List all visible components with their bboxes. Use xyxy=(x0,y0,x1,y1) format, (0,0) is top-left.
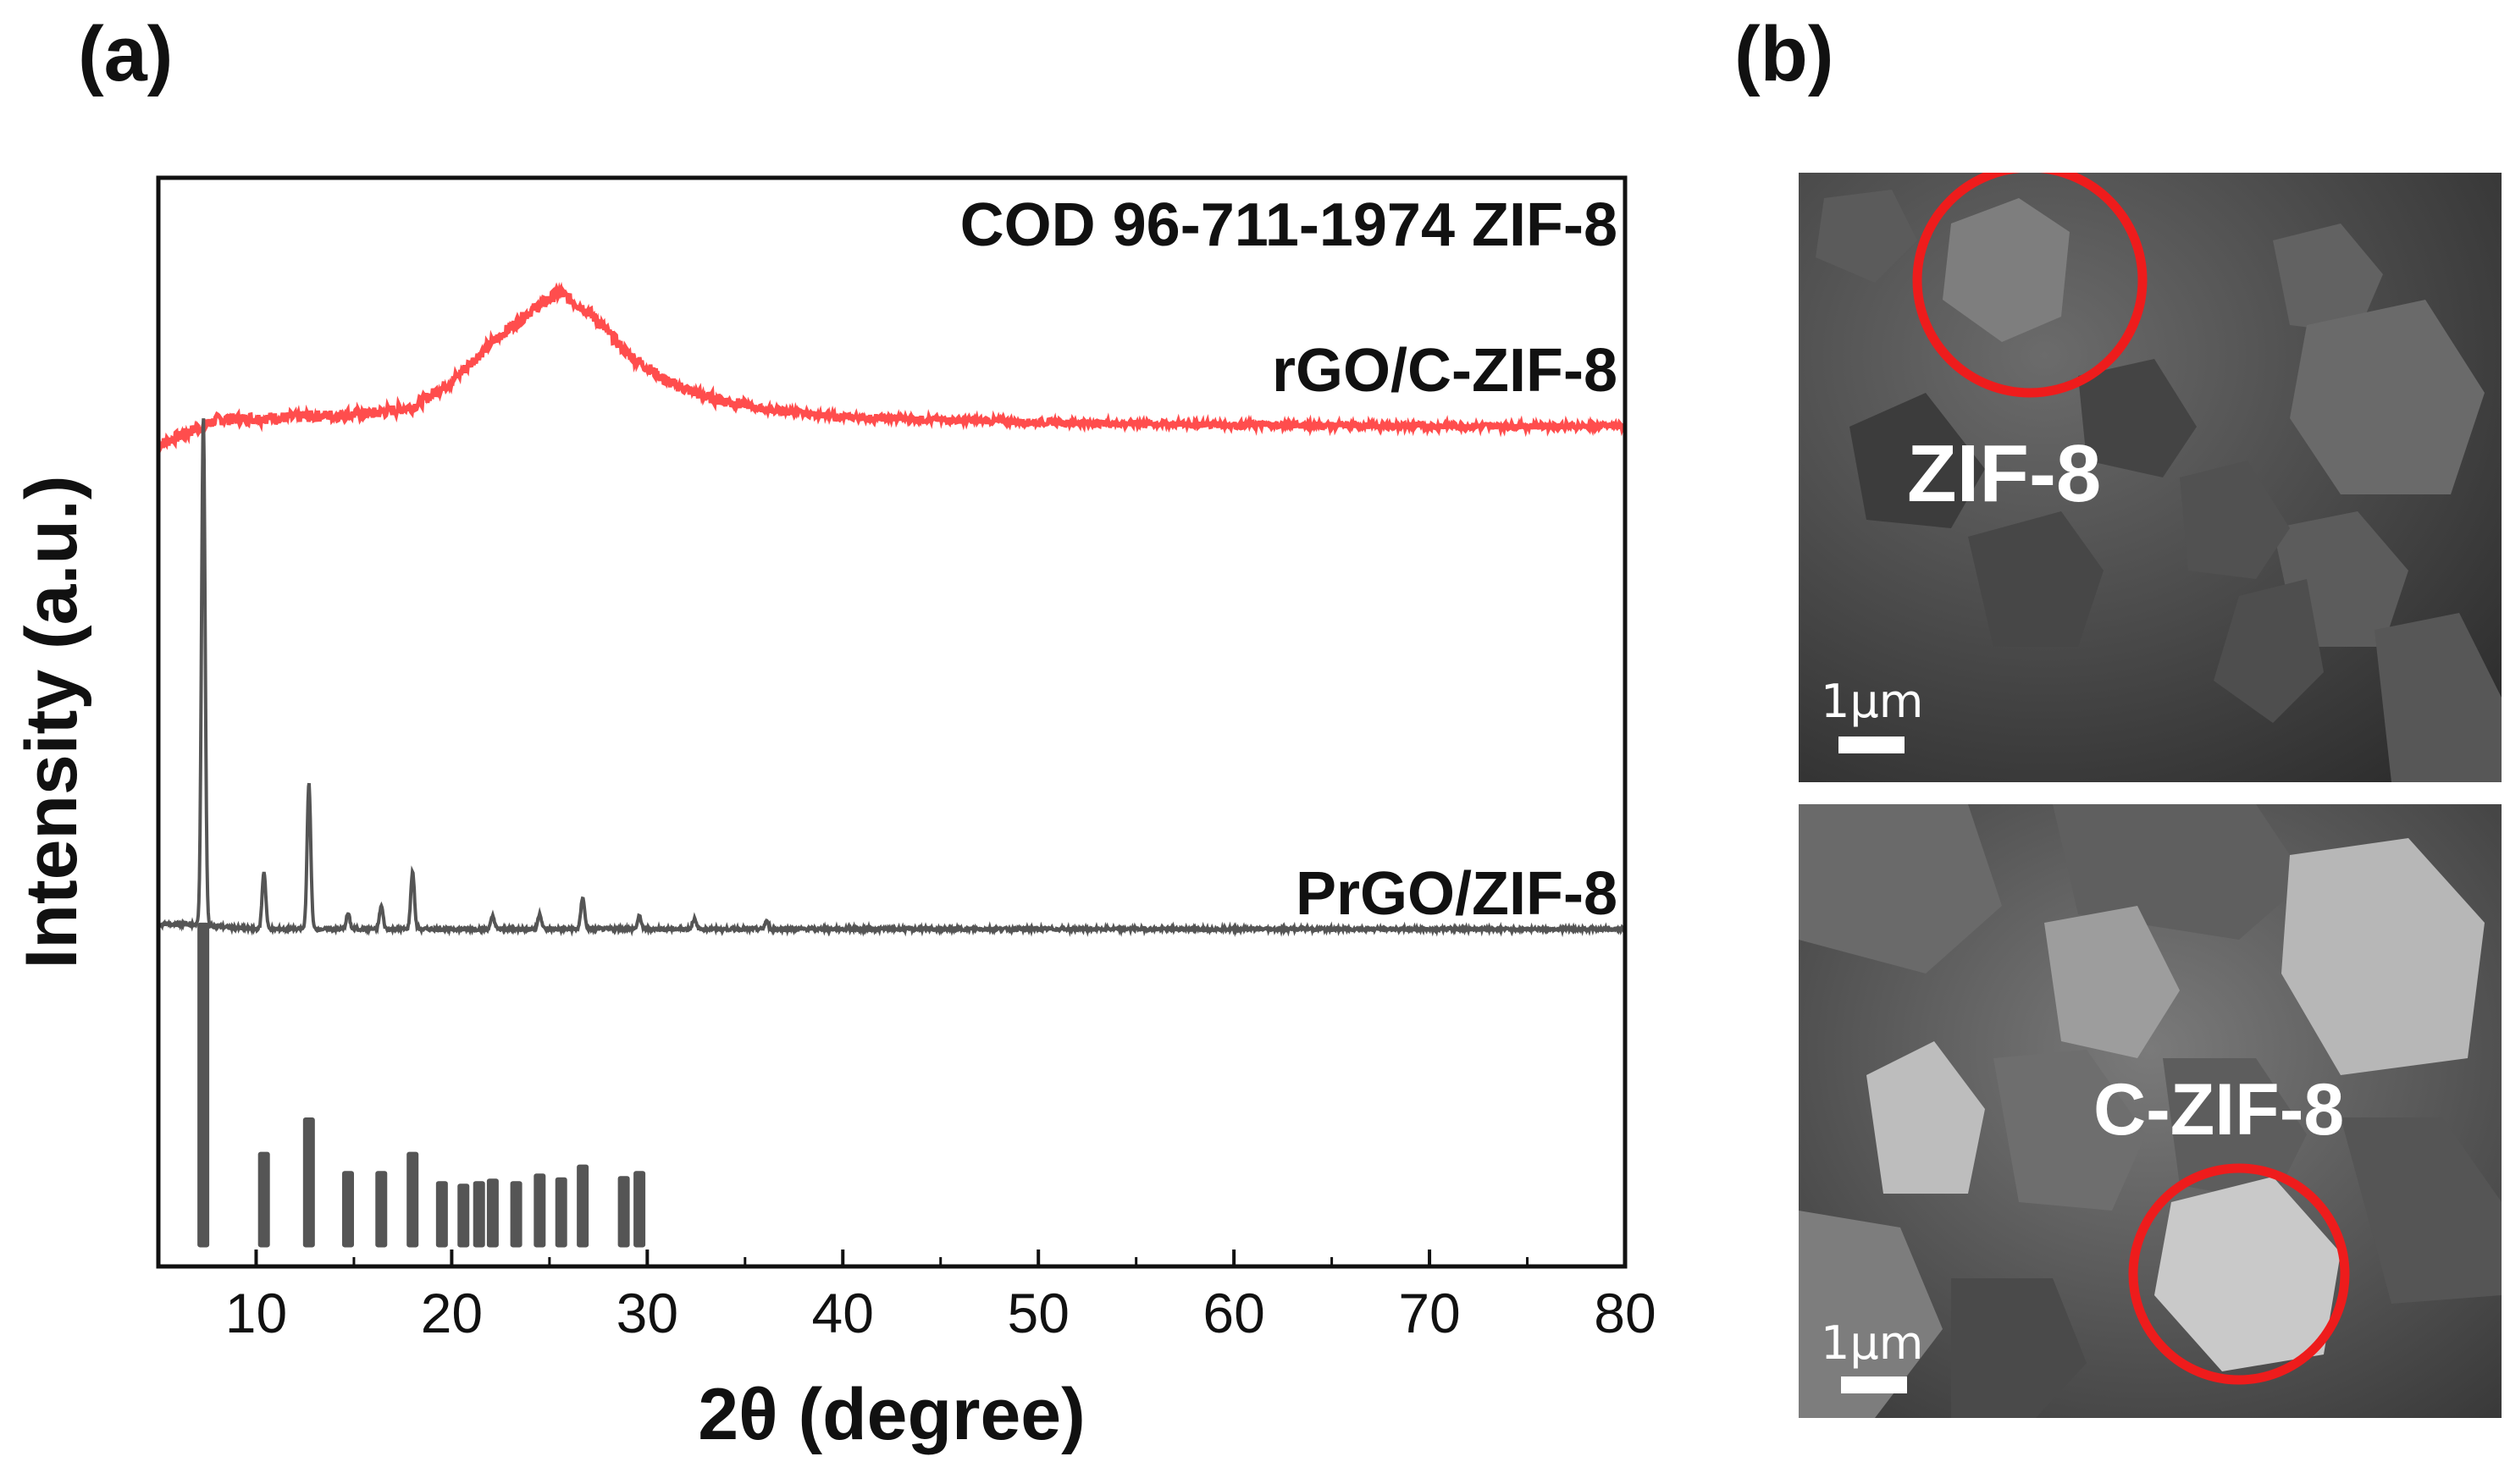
reference-stick-10 xyxy=(510,1181,522,1248)
x-tick-label-80: 80 xyxy=(1594,1282,1656,1344)
sem-label-zif8: ZIF-8 xyxy=(1907,428,2102,519)
scale-text-bottom: 1μm xyxy=(1821,1316,1924,1370)
reference-stick-2 xyxy=(302,1117,315,1248)
x-axis-label: 2θ (degree) xyxy=(698,1374,1086,1455)
x-tick-label-60: 60 xyxy=(1202,1282,1264,1344)
xrd-chart: 10 20 30 40 50 60 70 80 COD 96-711-1974 ZIF-8 r… xyxy=(11,175,1656,1455)
panel-label-b: (b) xyxy=(1734,11,1834,97)
reference-stick-5 xyxy=(406,1151,419,1248)
sem-label-czif8: C-ZIF-8 xyxy=(2093,1069,2345,1150)
scale-bar-bottom xyxy=(1841,1376,1907,1393)
reference-stick-15 xyxy=(633,1171,646,1248)
reference-stick-3 xyxy=(342,1171,355,1248)
panel-label-a: (a) xyxy=(78,11,174,97)
reference-stick-1 xyxy=(257,1151,270,1248)
series-label-rgo-czif8: rGO/C-ZIF-8 xyxy=(1272,337,1617,405)
reference-stick-7 xyxy=(457,1183,470,1248)
scale-text-top: 1μm xyxy=(1821,675,1924,728)
reference-stick-4 xyxy=(375,1171,388,1248)
reference-stick-12 xyxy=(555,1177,567,1248)
reference-stick-8 xyxy=(473,1181,485,1248)
x-tick-label-30: 30 xyxy=(616,1282,678,1344)
series-line-prgo-zif8 xyxy=(157,418,1626,938)
series-line-rgo-czif8 xyxy=(156,281,1627,456)
sem-image-zif8: ZIF-8 1μm xyxy=(1799,173,2502,782)
x-tick-label-70: 70 xyxy=(1398,1282,1460,1344)
reference-stick-9 xyxy=(486,1178,499,1248)
series-label-prgo-zif8: PrGO/ZIF-8 xyxy=(1296,860,1617,928)
x-tick-label-40: 40 xyxy=(812,1282,874,1344)
x-tick-label-50: 50 xyxy=(1007,1282,1069,1344)
reference-stick-6 xyxy=(435,1181,448,1248)
x-tick-label-10: 10 xyxy=(225,1282,287,1344)
reference-stick-11 xyxy=(534,1173,546,1248)
scale-bar-top xyxy=(1838,736,1905,753)
plot-frame xyxy=(156,175,1628,1269)
y-axis-label: Intensity (a.u.) xyxy=(11,476,92,969)
reference-stick-0 xyxy=(197,922,210,1248)
highlight-circle-czif8 xyxy=(2128,1163,2350,1385)
x-tick-label-20: 20 xyxy=(421,1282,483,1344)
highlight-circle-zif8 xyxy=(1912,173,2148,398)
sem-image-czif8: C-ZIF-8 1μm xyxy=(1799,804,2502,1418)
series-label-cod: COD 96-711-1974 ZIF-8 xyxy=(960,191,1617,259)
reference-stick-14 xyxy=(617,1176,630,1248)
reference-stick-13 xyxy=(577,1164,589,1248)
